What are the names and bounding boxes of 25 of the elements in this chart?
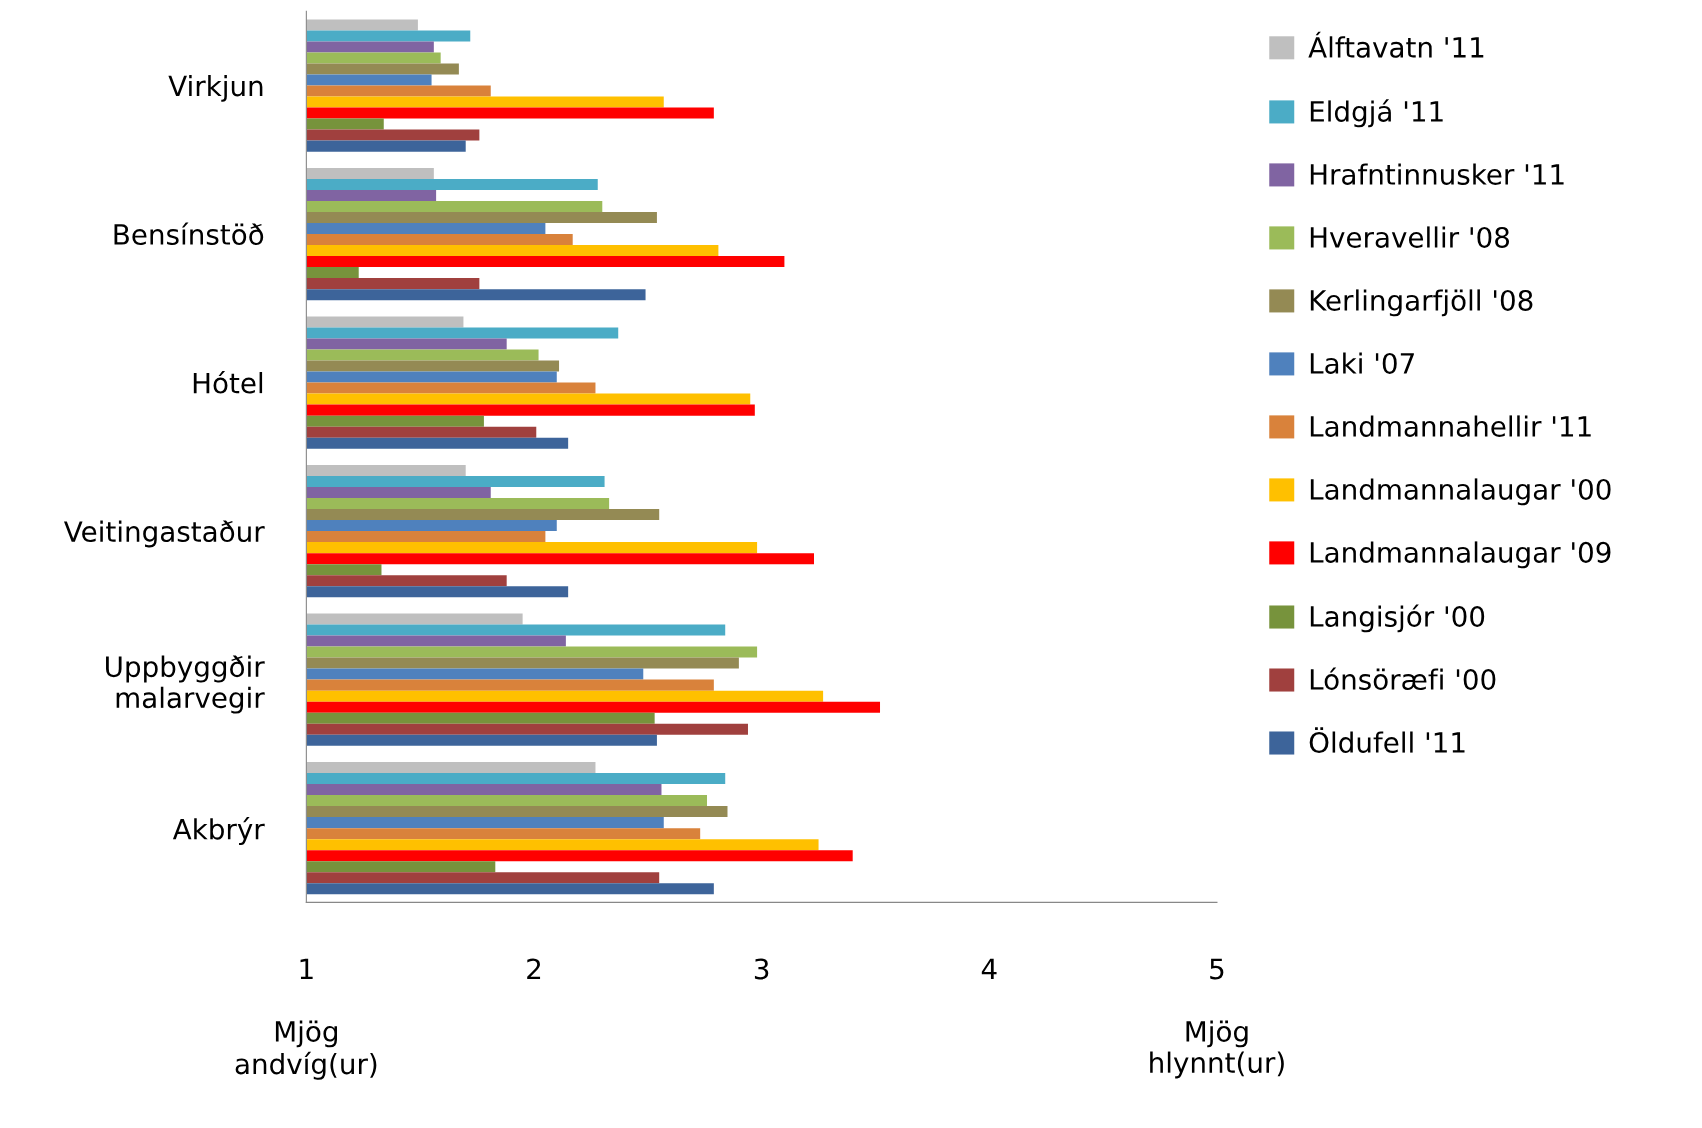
y-tick-label: Hótel <box>193 370 263 394</box>
text: Mjög hlynnt(ur) <box>1150 1020 1284 1079</box>
legend-label: Öldufell '11 <box>1309 727 1465 753</box>
legend-label: Álftavatn '11 <box>1308 31 1484 58</box>
x-tick-label: 4 <box>981 958 997 980</box>
y-tick-label: Virkjun <box>168 74 263 102</box>
y-tick-label: Bensínstöð <box>114 222 264 246</box>
legend-label: Landmannalaugar '00 <box>1310 478 1611 506</box>
y-tick-label: Akbrýr <box>172 817 265 846</box>
legend-label: Eldgjá '11 <box>1310 99 1443 128</box>
legend-label: Kerlingarfjöll '08 <box>1310 289 1533 317</box>
legend-label: Laki '07 <box>1310 352 1414 374</box>
x-tick-label: 3 <box>754 958 769 980</box>
legend-label: Landmannalaugar '09 <box>1310 541 1611 569</box>
text: Mjög andvíg(ur) <box>235 1020 377 1080</box>
legend-label: Lónsöræfi '00 <box>1310 667 1496 690</box>
y-tick-label: Veitingastaður <box>63 520 265 548</box>
x-tick-label: 1 <box>300 958 313 980</box>
legend-label: Hveravellir '08 <box>1310 226 1510 248</box>
x-tick-label: 2 <box>527 958 541 980</box>
x-tick-label: 5 <box>1210 958 1224 980</box>
legend-label: Langisjór '00 <box>1310 604 1485 633</box>
y-tick-label: Uppbyggðir malarvegir <box>106 655 265 714</box>
legend-label: Hrafntinnusker '11 <box>1310 163 1564 185</box>
legend-label: Landmannahellir '11 <box>1310 415 1591 437</box>
